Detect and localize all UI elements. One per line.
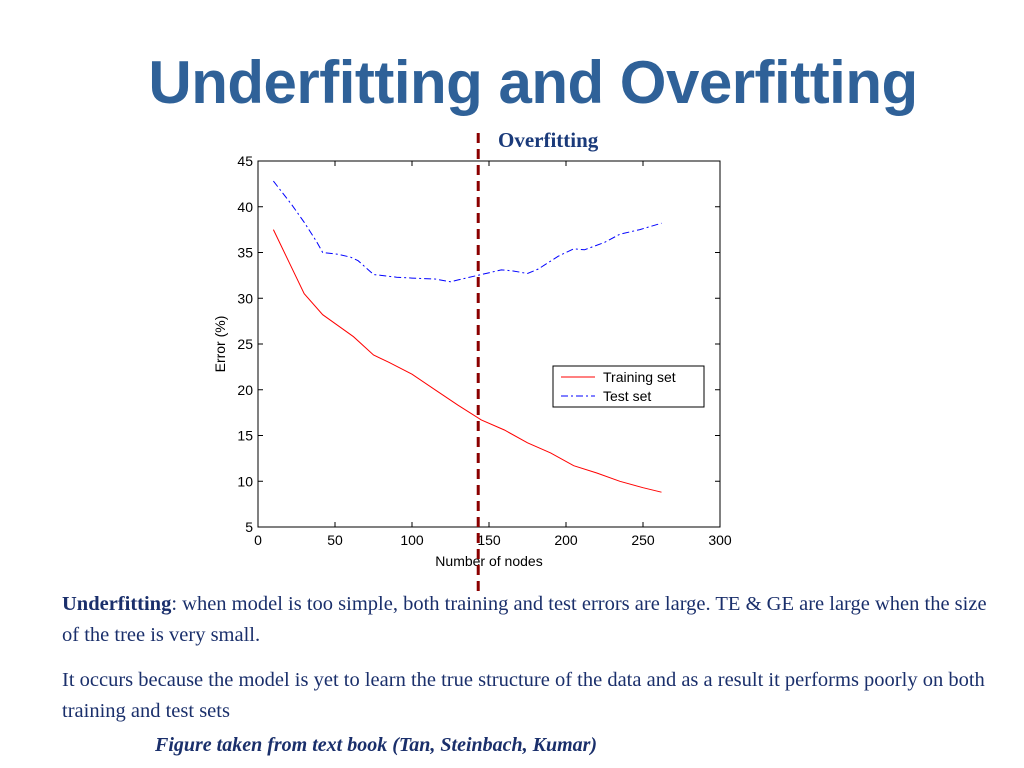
x-tick-label: 300 (708, 532, 732, 548)
underfitting-description: : when model is too simple, both trainin… (62, 593, 987, 646)
y-tick-label: 35 (237, 245, 253, 261)
test-set-line (273, 180, 662, 283)
training-set-line (272, 229, 662, 493)
plot-frame (257, 160, 721, 528)
cause-paragraph: It occurs because the model is yet to le… (62, 669, 985, 722)
legend-label: Training set (603, 369, 676, 385)
y-tick-label: 40 (237, 199, 253, 215)
figure-caption: Figure taken from text book (Tan, Steinb… (155, 734, 598, 756)
x-tick-label: 250 (631, 532, 655, 548)
y-tick-label: 10 (237, 473, 253, 489)
x-axis-label: Number of nodes (435, 553, 542, 569)
underfitting-paragraph: Underfitting: when model is too simple, … (62, 589, 992, 651)
y-axis-label: Error (%) (212, 316, 228, 373)
y-tick-label: 45 (237, 153, 253, 169)
x-tick-label: 200 (554, 532, 578, 548)
overfitting-annotation: Overfitting (498, 128, 599, 152)
x-tick-label: 150 (477, 532, 501, 548)
legend-box (552, 365, 705, 408)
x-tick-label: 50 (327, 532, 343, 548)
y-tick-label: 15 (237, 428, 253, 444)
x-tick-label: 100 (400, 532, 424, 548)
x-tick-label: 0 (254, 532, 262, 548)
underfitting-term: Underfitting (62, 593, 172, 615)
y-tick-label: 20 (237, 382, 253, 398)
y-tick-label: 30 (237, 290, 253, 306)
slide-title: Underfitting and Overfitting (148, 49, 918, 116)
legend-label: Test set (603, 388, 651, 404)
y-tick-label: 5 (245, 519, 253, 535)
y-tick-label: 25 (237, 336, 253, 352)
